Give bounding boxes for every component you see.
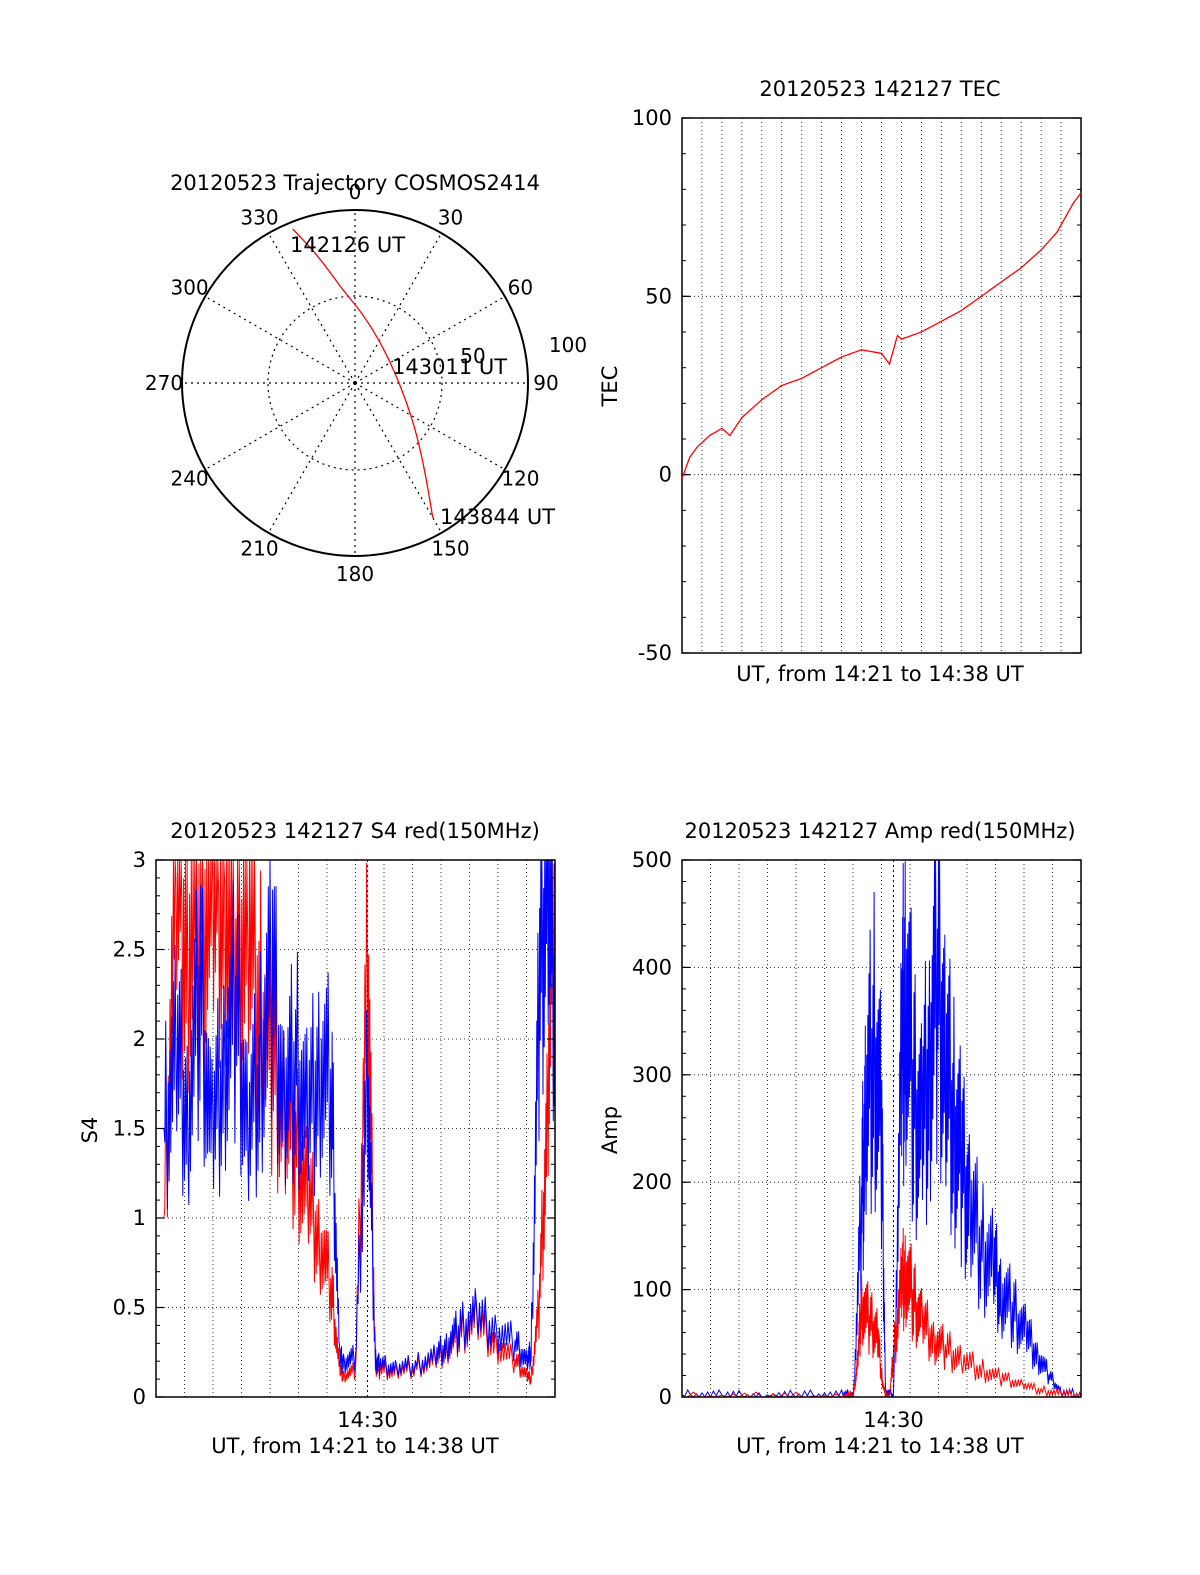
trajectory-annotation-mid: 143011 UT (392, 355, 507, 379)
amp-panel: 20120523 142127 Amp red(150MHz) 0 100 200 3… (598, 819, 1082, 1458)
amp-red-series-line (682, 1227, 1082, 1399)
trajectory-angle-label-60: 60 (508, 276, 533, 300)
trajectory-angle-label-120: 120 (501, 467, 539, 491)
trajectory-spokes (182, 210, 528, 556)
trajectory-spoke-330 (267, 232, 356, 384)
trajectory-spoke-300 (204, 295, 356, 384)
amp-axes-frame (681, 859, 1082, 1398)
trajectory-outer-circle (181, 209, 529, 557)
amp-y-tick-label: 200 (632, 1170, 672, 1194)
trajectory-angle-label-150: 150 (431, 536, 469, 560)
s4-title: 20120523 142127 S4 red(150MHz) (170, 819, 540, 843)
s4-x-tick-label: 14:30 (337, 1408, 398, 1432)
amp-y-axis-label: Amp (598, 1106, 622, 1154)
s4-x-ticks: 14:30 (337, 860, 398, 1432)
amp-x-tick-label: 14:30 (863, 1408, 924, 1432)
amp-y-tick-label: 100 (632, 1278, 672, 1302)
trajectory-title: 20120523 Trajectory COSMOS2414 (170, 171, 540, 195)
amp-y-tick-label: 500 (632, 848, 672, 872)
tec-x-axis-label: UT, from 14:21 to 14:38 UT (736, 662, 1024, 686)
amp-title: 20120523 142127 Amp red(150MHz) (684, 819, 1075, 843)
tec-panel: 20120523 142127 TEC -50 0 50 100 TEC UT, fr… (598, 77, 1082, 686)
trajectory-angle-label-240: 240 (170, 467, 208, 491)
tec-grid (682, 118, 1081, 653)
amp-grid (682, 860, 1081, 1397)
trajectory-spoke-30 (354, 232, 443, 384)
s4-panel: 20120523 142127 S4 red(150MHz) 0 0.5 1 1.5 2… (78, 819, 556, 1458)
trajectory-angle-label-180: 180 (336, 562, 374, 586)
tec-y-tick-label: 100 (632, 106, 672, 130)
amp-x-axis-label: UT, from 14:21 to 14:38 UT (736, 1434, 1024, 1458)
trajectory-angle-label-210: 210 (240, 536, 278, 560)
amp-x-ticks: 14:30 (863, 860, 924, 1432)
tec-axes-frame (681, 117, 1082, 654)
s4-y-axis-label: S4 (78, 1117, 102, 1144)
amp-y-tick-label: 400 (632, 955, 672, 979)
s4-y-tick-label: 1.5 (113, 1117, 146, 1141)
trajectory-track-line (292, 228, 434, 518)
trajectory-spoke-240 (204, 382, 356, 471)
trajectory-angle-label-30: 30 (438, 206, 463, 230)
trajectory-inner-circle (267, 295, 443, 471)
s4-blue-series-line (163, 859, 556, 1378)
tec-y-tick-label: 0 (659, 463, 672, 487)
s4-y-ticks: 0 0.5 1 1.5 2 2.5 3 (113, 848, 555, 1409)
trajectory-angle-label-270: 270 (145, 371, 183, 395)
trajectory-spoke-150 (354, 382, 443, 534)
s4-x-axis-label: UT, from 14:21 to 14:38 UT (211, 1434, 499, 1458)
trajectory-annotation-start: 142126 UT (290, 233, 405, 257)
s4-y-tick-label: 1 (133, 1206, 146, 1230)
trajectory-angle-labels: 0 30 60 90 120 150 180 210 240 270 300 330 (145, 180, 559, 586)
s4-y-tick-label: 2.5 (113, 938, 146, 962)
trajectory-spoke-120 (354, 382, 506, 471)
trajectory-annotation-end: 143844 UT (440, 505, 555, 529)
amp-y-ticks: 0 100 200 300 400 500 (632, 848, 1081, 1409)
tec-series-line (681, 192, 1082, 479)
trajectory-spoke-60 (354, 295, 506, 384)
tec-y-tick-label: -50 (638, 641, 672, 665)
trajectory-angle-label-330: 330 (240, 206, 278, 230)
tec-y-axis-label: TEC (598, 366, 622, 408)
s4-y-tick-label: 0 (133, 1385, 146, 1409)
tec-y-tick-label: 50 (645, 284, 672, 308)
amp-y-tick-label: 300 (632, 1063, 672, 1087)
s4-y-tick-label: 0.5 (113, 1296, 146, 1320)
trajectory-radius-label-50: 50 (460, 344, 485, 368)
trajectory-panel: 20120523 Trajectory COSMOS2414 0 30 60 90 12… (145, 171, 587, 586)
amp-y-tick-label: 0 (659, 1385, 672, 1409)
trajectory-angle-label-0: 0 (349, 180, 362, 204)
trajectory-angle-label-300: 300 (170, 276, 208, 300)
trajectory-spoke-210 (267, 382, 356, 534)
s4-y-tick-label: 3 (133, 848, 146, 872)
tec-y-ticks: -50 0 50 100 (632, 106, 1081, 665)
trajectory-angle-label-90: 90 (533, 371, 558, 395)
tec-title: 20120523 142127 TEC (759, 77, 1000, 101)
s4-y-tick-label: 2 (133, 1027, 146, 1051)
trajectory-radius-label-100: 100 (549, 333, 587, 357)
